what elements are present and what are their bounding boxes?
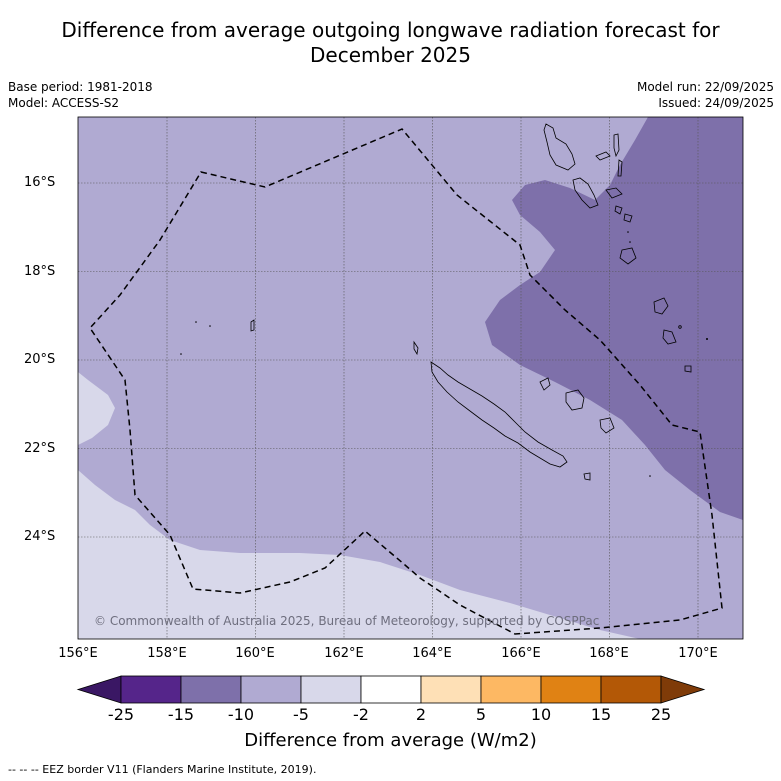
map-panel: [78, 117, 743, 639]
model-text: Model: ACCESS-S2: [8, 96, 120, 110]
issued-text: Issued: 24/09/2025: [658, 96, 774, 110]
colorbar-segment: [360, 675, 422, 704]
base-period-text: Base period: 1981-2018: [8, 80, 153, 94]
new-caledonia-mainland: [430, 361, 568, 468]
ambrym-island: [605, 187, 623, 199]
graticule: [78, 117, 743, 639]
tanna-island: [662, 329, 677, 345]
shepherd-islands: [623, 213, 633, 223]
efate-island: [619, 247, 637, 265]
reef-dot-2: [209, 325, 211, 327]
lon-label-158e: 158°E: [147, 646, 187, 661]
lon-label-156e: 156°E: [58, 646, 98, 661]
colorbar-tick-label: -5: [293, 705, 309, 724]
lat-label-16s: 16°S: [24, 175, 56, 190]
lat-label-18s: 18°S: [24, 264, 56, 279]
epi-island: [614, 205, 623, 215]
model-run-text: Model run: 22/09/2025: [636, 80, 774, 94]
eez-legend-text: -- -- -- EEZ border V11 (Flanders Marine…: [8, 763, 317, 776]
espiritu-santo-island: [543, 123, 576, 171]
lifou-island: [565, 389, 585, 411]
title-line-1: Difference from average outgoing longwav…: [61, 18, 720, 42]
colorbar-segment: [300, 675, 362, 704]
map-frame: [77, 116, 744, 640]
maewo-island: [613, 133, 620, 158]
eez-border: [89, 128, 723, 635]
reef-dot-1: [195, 321, 197, 323]
lon-label-170e: 170°E: [678, 646, 718, 661]
lon-label-166e: 166°E: [501, 646, 541, 661]
lon-label-162e: 162°E: [324, 646, 364, 661]
reef-dot-4: [649, 475, 651, 477]
colorbar-extend-low: [76, 675, 122, 704]
lat-label-20s: 20°S: [24, 352, 56, 367]
aneityum-island: [684, 365, 692, 373]
colorbar-segment: [540, 675, 602, 704]
meta-left: Base period: 1981-2018 Model: ACCESS-S2: [8, 79, 153, 111]
reef-dot-3: [180, 353, 182, 355]
anomaly-region-strong: [485, 117, 743, 520]
attribution-text: © Commonwealth of Australia 2025, Bureau…: [94, 614, 600, 628]
anomaly-region-weak: [78, 372, 640, 639]
colorbar-segment: [420, 675, 482, 704]
colorbar-segment: [180, 675, 242, 704]
islet-dot-2: [629, 241, 631, 243]
isle-of-pines: [583, 472, 591, 481]
chesterfield-reef: [250, 319, 255, 332]
erromango-island: [653, 297, 669, 315]
colorbar-tick-label: -2: [353, 705, 369, 724]
aniwa-island: [706, 338, 708, 340]
ouvea-island: [539, 377, 551, 391]
lat-label-22s: 22°S: [24, 441, 56, 456]
lon-label-164e: 164°E: [412, 646, 452, 661]
title-line-2: December 2025: [310, 43, 471, 67]
meta-right: Model run: 22/09/2025 Issued: 24/09/2025: [637, 79, 774, 111]
colorbar-segment: [600, 675, 662, 704]
colorbar-segment: [480, 675, 542, 704]
colorbar-tick-label: -15: [167, 705, 195, 724]
mare-island: [599, 417, 615, 434]
colorbar-title: Difference from average (W/m2): [244, 730, 537, 751]
colorbar-tick-label: 5: [475, 705, 487, 724]
chart-title: Difference from average outgoing longwav…: [0, 18, 781, 68]
colorbar-extend-high: [660, 675, 706, 704]
colorbar-segment: [240, 675, 302, 704]
colorbar-tick-label: -10: [227, 705, 255, 724]
colorbar-tick-label: 25: [650, 705, 672, 724]
belep-islands: [413, 340, 419, 356]
pentecost-island: [617, 159, 623, 177]
lon-label-168e: 168°E: [589, 646, 629, 661]
lon-label-160e: 160°E: [235, 646, 275, 661]
ambae-island: [595, 151, 611, 161]
islet-dot-1: [627, 231, 629, 233]
lat-label-24s: 24°S: [24, 529, 56, 544]
colorbar-tick-label: -25: [107, 705, 135, 724]
colorbar-segment: [120, 675, 182, 704]
malekula-island: [572, 177, 599, 209]
colorbar-tick-label: 15: [590, 705, 612, 724]
colorbar: [76, 675, 706, 704]
futuna-island: [678, 325, 682, 329]
colorbar-tick-label: 2: [415, 705, 427, 724]
colorbar-tick-label: 10: [530, 705, 552, 724]
